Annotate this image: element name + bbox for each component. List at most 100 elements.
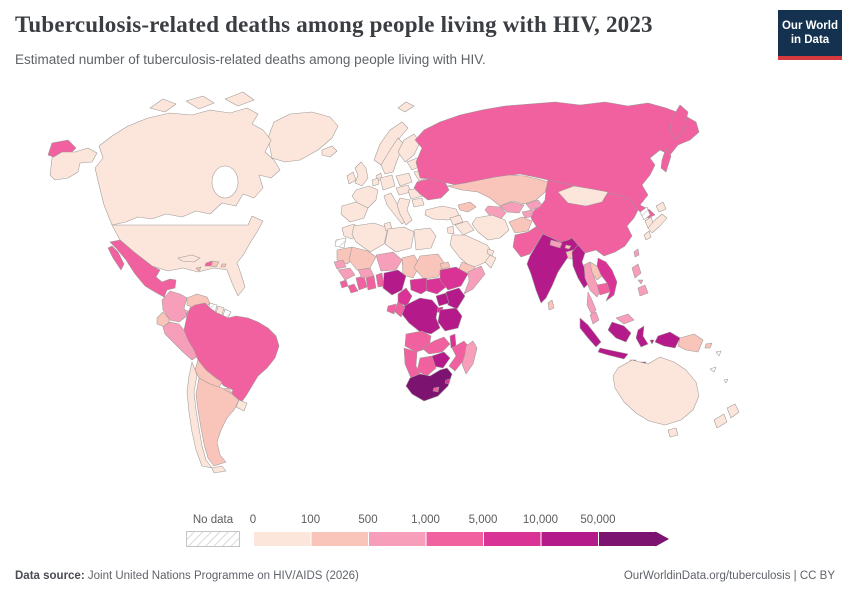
country-indonesia-sumatra[interactable] [579, 317, 602, 348]
country-bhutan[interactable] [564, 244, 572, 250]
country-canada-arctic1[interactable] [149, 98, 177, 113]
country-usa-alaska[interactable] [49, 147, 98, 181]
country-sierra-leone[interactable] [339, 279, 349, 289]
country-new-caledonia[interactable] [709, 366, 717, 373]
country-kenya[interactable] [445, 287, 466, 310]
country-poland[interactable] [395, 172, 413, 187]
country-cameroon[interactable] [397, 287, 413, 307]
country-libya[interactable] [384, 226, 415, 253]
country-low-countries[interactable] [371, 177, 380, 187]
country-nigeria[interactable] [382, 269, 407, 296]
country-philippines-visayas[interactable] [637, 279, 644, 285]
country-malaysia[interactable] [589, 311, 600, 325]
country-argentina[interactable] [195, 377, 240, 467]
legend-no-data-swatch[interactable] [186, 531, 240, 552]
country-mexico-baja[interactable] [107, 245, 125, 271]
country-syria[interactable] [449, 214, 464, 226]
country-tasmania[interactable] [667, 427, 679, 438]
country-south-sudan[interactable] [425, 277, 447, 295]
country-mongolia[interactable] [557, 185, 609, 207]
country-drc[interactable] [400, 297, 441, 335]
country-cote-divoire[interactable] [355, 275, 368, 291]
country-togo-benin[interactable] [375, 272, 385, 288]
country-iberia[interactable] [340, 201, 369, 223]
country-uzbekistan[interactable] [499, 201, 525, 214]
country-kazakhstan[interactable] [446, 174, 549, 207]
country-colombia[interactable] [161, 290, 188, 323]
country-botswana[interactable] [416, 355, 437, 377]
country-new-zealand-south[interactable] [713, 413, 728, 429]
country-iceland[interactable] [321, 145, 338, 158]
country-russia-sakhalin[interactable] [660, 147, 672, 173]
country-lesotho[interactable] [432, 386, 440, 393]
country-japan-honshu[interactable] [647, 213, 668, 234]
country-puerto-rico[interactable] [220, 263, 227, 268]
country-taiwan[interactable] [633, 248, 640, 258]
country-solomon-islands[interactable] [715, 350, 722, 357]
country-indonesia-maluku[interactable] [649, 339, 655, 345]
country-indonesia-sulawesi[interactable] [635, 325, 649, 348]
country-japan-hokkaido[interactable] [655, 201, 667, 213]
country-madagascar[interactable] [461, 340, 478, 375]
country-liberia[interactable] [347, 283, 359, 294]
country-algeria[interactable] [351, 222, 389, 253]
country-namibia[interactable] [403, 347, 421, 379]
country-indonesia-papua[interactable] [654, 331, 681, 349]
country-mozambique[interactable] [448, 340, 471, 372]
owid-logo[interactable]: Our World in Data [778, 10, 842, 60]
country-svalbard[interactable] [397, 101, 415, 113]
country-sudan[interactable] [413, 253, 446, 280]
country-balkans[interactable] [396, 197, 413, 226]
country-jamaica[interactable] [195, 266, 202, 272]
country-chad[interactable] [401, 254, 421, 279]
country-senegal[interactable] [333, 259, 347, 270]
country-zambia[interactable] [421, 336, 451, 355]
country-egypt[interactable] [413, 227, 437, 251]
country-cuba[interactable] [177, 254, 201, 263]
country-fiji[interactable] [723, 378, 729, 384]
country-uganda[interactable] [435, 292, 450, 307]
country-bulgaria[interactable] [411, 197, 425, 208]
country-indonesia-java[interactable] [597, 347, 629, 360]
country-ethiopia[interactable] [439, 266, 469, 291]
country-philippines-mindanao[interactable] [637, 284, 649, 297]
country-canada-arctic2[interactable] [185, 95, 215, 110]
country-uk[interactable] [354, 161, 369, 187]
country-russia-kamchatka[interactable] [669, 104, 689, 141]
country-western-sahara[interactable] [334, 237, 347, 249]
legend-color-bar[interactable] [253, 531, 671, 552]
country-indonesia-kalimantan[interactable] [607, 321, 632, 343]
country-jordan-israel[interactable] [446, 225, 455, 235]
country-malaysia-borneo[interactable] [615, 313, 635, 325]
country-oman[interactable] [484, 254, 497, 269]
country-sri-lanka[interactable] [547, 299, 555, 311]
country-uae[interactable] [486, 248, 495, 257]
country-papua-new-guinea[interactable] [677, 333, 704, 353]
country-iran[interactable] [471, 214, 510, 241]
country-north-korea[interactable] [639, 206, 651, 221]
country-tierra-del-fuego[interactable] [211, 465, 227, 474]
country-caucasus[interactable] [457, 201, 477, 213]
country-vietnam[interactable] [596, 257, 618, 302]
country-canada[interactable] [94, 107, 281, 226]
footer-link[interactable]: OurWorldinData.org/tuberculosis | CC BY [623, 570, 835, 582]
country-greenland[interactable] [267, 111, 339, 163]
country-niger[interactable] [375, 251, 403, 272]
country-china[interactable] [530, 179, 639, 257]
country-canada-arctic3[interactable] [224, 91, 255, 107]
country-australia[interactable] [612, 356, 700, 426]
country-new-zealand-north[interactable] [726, 403, 740, 419]
country-japan-kyushu[interactable] [643, 230, 652, 241]
country-nepal[interactable] [549, 239, 563, 249]
country-brazil[interactable] [183, 302, 280, 408]
country-tanzania[interactable] [437, 307, 463, 332]
country-gabon[interactable] [386, 303, 397, 315]
country-afghanistan[interactable] [508, 216, 533, 234]
country-eswatini[interactable] [444, 378, 451, 385]
country-cambodia[interactable] [596, 282, 611, 296]
country-somalia[interactable] [463, 265, 486, 295]
country-thailand-peninsula[interactable] [586, 291, 597, 316]
country-eritrea[interactable] [439, 261, 451, 270]
country-philippines-luzon[interactable] [631, 263, 642, 279]
country-guinea[interactable] [337, 267, 356, 281]
